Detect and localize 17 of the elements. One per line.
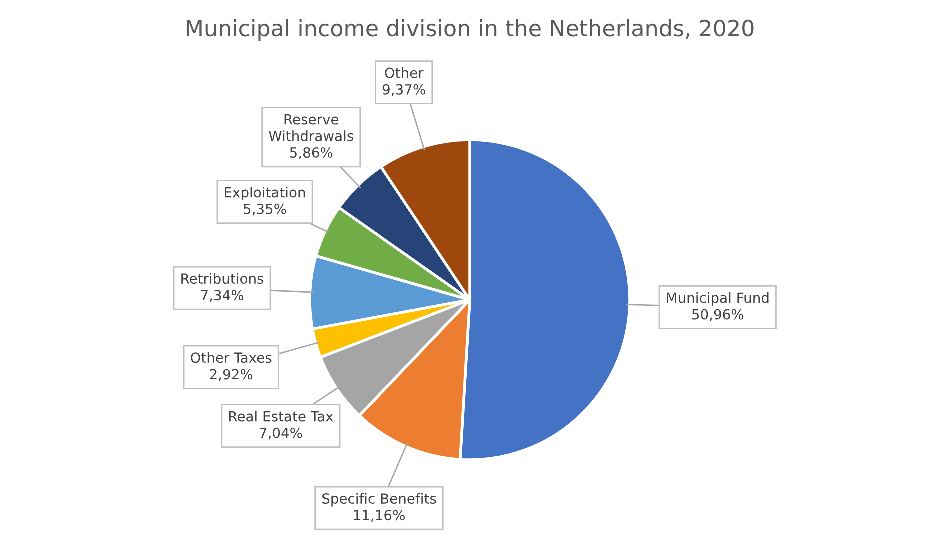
data-label: 11,16% [354, 510, 405, 522]
data-label: 7,34% [201, 290, 244, 302]
slice-label: Other [385, 68, 424, 78]
data-label: 5,35% [244, 204, 286, 216]
slice-label: Real Estate Tax [230, 411, 334, 422]
data-label: 9,37% [382, 84, 426, 96]
slice-label: Retributions [182, 273, 264, 284]
slice-label: Municipal Fund [667, 292, 769, 306]
data-label: 7,04% [260, 428, 302, 440]
data-label: 2,92% [210, 369, 253, 382]
slice-label: Reserve Withdrawals [269, 114, 354, 142]
data-label: 50,96% [692, 309, 744, 322]
slice-label: Specific Benefits [322, 493, 436, 507]
slice-label: Exploitation [225, 187, 306, 200]
slice-label: Other Taxes [191, 352, 272, 364]
data-label: 5,86% [290, 147, 333, 160]
chart-title: Municipal income division in the Netherlands, 2020 [186, 19, 754, 42]
